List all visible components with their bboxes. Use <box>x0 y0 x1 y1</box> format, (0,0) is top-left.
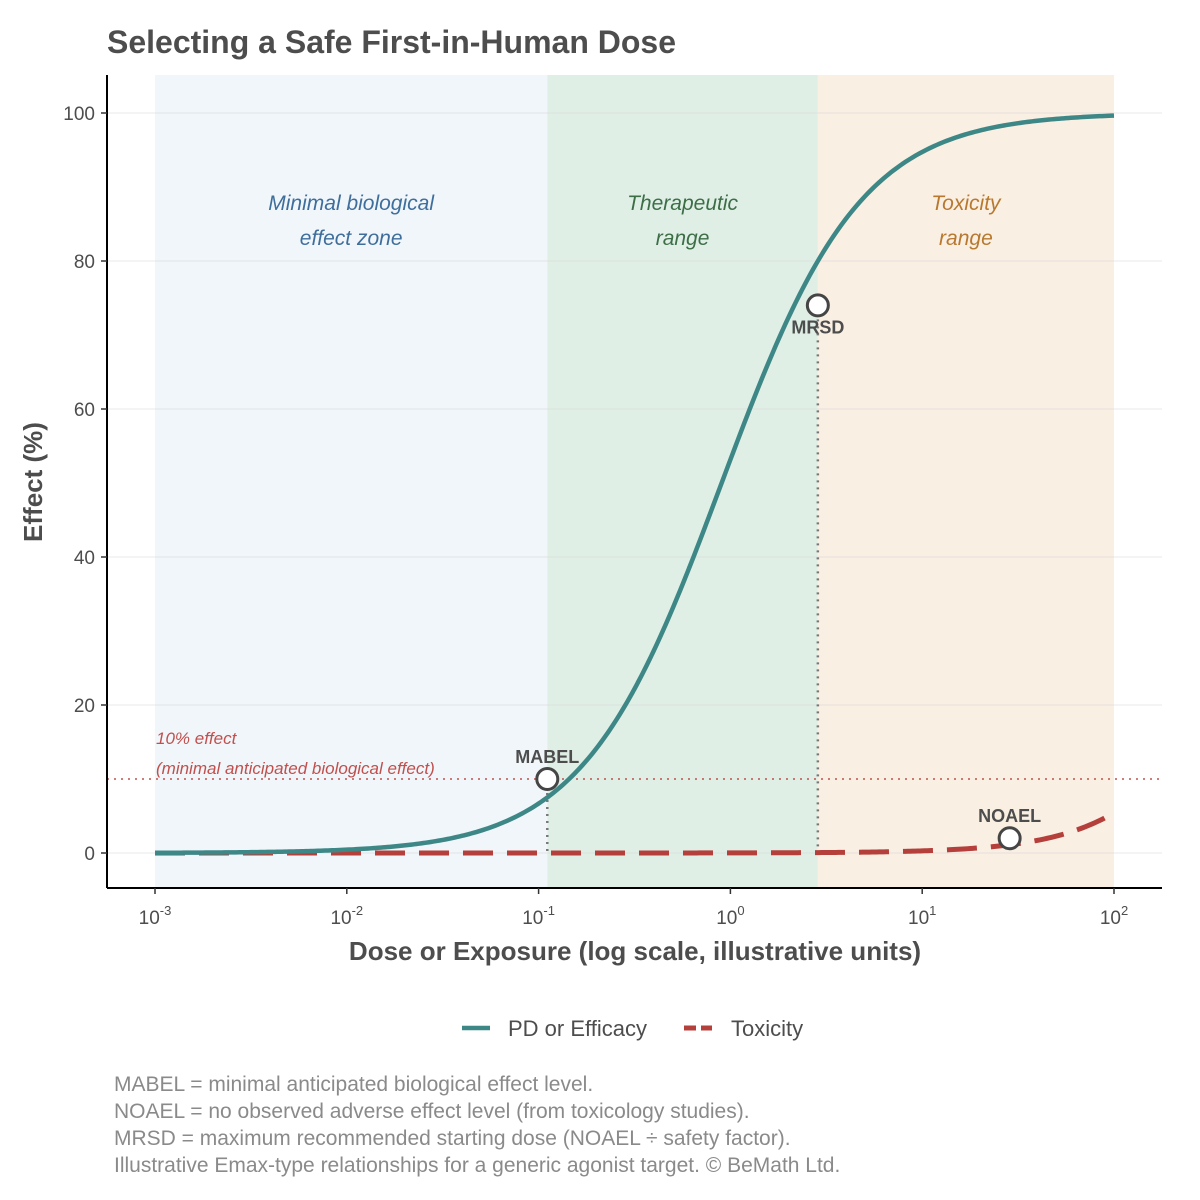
y-tick-label-0: 0 <box>84 844 95 865</box>
zone-label-2-0: Toxicity <box>931 192 1002 215</box>
legend-label-pd-efficacy: PD or Efficacy <box>508 1016 647 1041</box>
x-tick-label-5: 102 <box>1100 903 1128 929</box>
footnote-noael: NOAEL = no observed adverse effect level… <box>114 1100 750 1123</box>
points-layer: MABEL MRSD NOAEL <box>515 293 1041 851</box>
y-axis-title: Effect (%) <box>18 422 48 542</box>
series-layer <box>154 113 1116 856</box>
threshold-label-1: (minimal anticipated biological effect) <box>156 759 435 778</box>
x-tick-label-3: 100 <box>716 903 744 929</box>
point-label-mrsd: MRSD <box>791 317 844 337</box>
footnotes: MABEL = minimal anticipated biological e… <box>114 1073 840 1177</box>
point-label-mabel: MABEL <box>515 747 579 767</box>
zone-label-1-0: Therapeutic <box>627 192 738 215</box>
drop-lines <box>546 305 820 853</box>
y-tick-label-60: 60 <box>74 400 95 421</box>
pd-efficacy-line <box>154 113 1115 856</box>
zone-label-1-1: range <box>656 227 710 250</box>
zones-layer <box>155 75 1114 888</box>
chart-title: Selecting a Safe First-in-Human Dose <box>107 24 676 60</box>
zone-band-2 <box>817 75 1114 888</box>
point-mabel <box>535 767 560 791</box>
x-tick-label-0: 10-3 <box>139 903 172 929</box>
footnote-mrsd: MRSD = maximum recommended starting dose… <box>114 1127 791 1150</box>
y-tick-label-20: 20 <box>74 696 95 717</box>
y-tick-label-40: 40 <box>74 548 95 569</box>
zone-band-0 <box>155 75 548 888</box>
grid-layer <box>107 112 1162 854</box>
zone-label-0-1: effect zone <box>300 227 403 250</box>
x-axis-title: Dose or Exposure (log scale, illustrativ… <box>349 936 921 966</box>
y-tick-label-80: 80 <box>74 252 95 273</box>
x-tick-label-1: 10-2 <box>330 903 363 929</box>
axes: 0 20 40 60 80 100 10-3 10-2 10-1 100 101 102 <box>63 75 1162 929</box>
y-tick-label-100: 100 <box>63 104 95 125</box>
x-tick-label-4: 101 <box>908 903 936 929</box>
zone-labels: Minimal biological effect zone Therapeutic… <box>268 192 1002 250</box>
legend-label-toxicity: Toxicity <box>731 1016 803 1041</box>
x-tick-label-2: 10-1 <box>522 903 555 929</box>
point-mrsd <box>805 293 830 318</box>
threshold-layer: 10% effect (minimal anticipated biologica… <box>107 729 1162 780</box>
point-label-noael: NOAEL <box>978 806 1041 826</box>
legend: PD or Efficacy Toxicity <box>462 1016 803 1041</box>
footnote-illustrative: Illustrative Emax-type relationships for… <box>114 1154 840 1177</box>
threshold-label-0: 10% effect <box>156 729 238 748</box>
point-noael <box>997 826 1022 851</box>
zone-label-0-0: Minimal biological <box>268 192 435 215</box>
zone-label-2-1: range <box>939 227 993 250</box>
footnote-mabel: MABEL = minimal anticipated biological e… <box>114 1073 593 1096</box>
